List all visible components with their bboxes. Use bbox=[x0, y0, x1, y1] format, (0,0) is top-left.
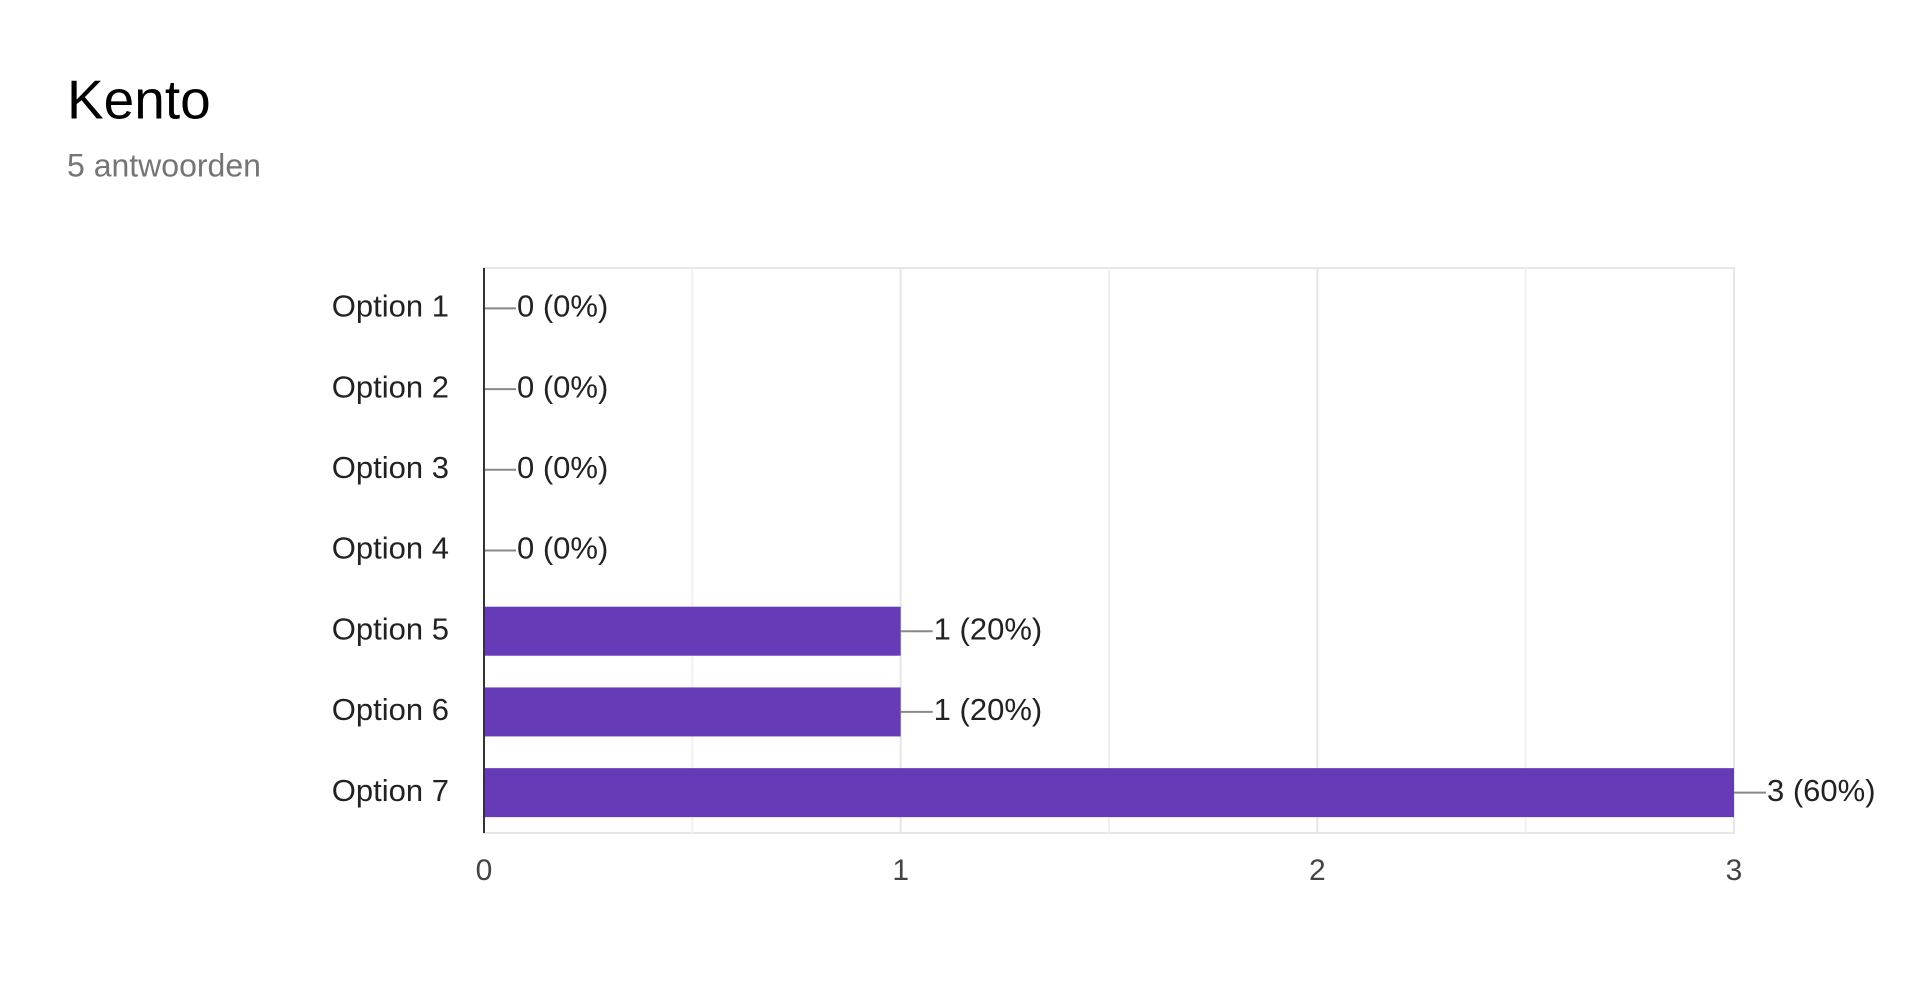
value-label: 0 (0%) bbox=[517, 369, 608, 404]
y-tick-label: Option 4 bbox=[332, 531, 449, 566]
x-tick-label: 3 bbox=[1726, 854, 1743, 887]
y-tick-label: Option 6 bbox=[332, 692, 449, 727]
x-tick-label: 1 bbox=[892, 854, 909, 887]
chart-subtitle: 5 antwoorden bbox=[67, 147, 261, 183]
chart-title: Kento bbox=[67, 69, 211, 131]
value-label: 0 (0%) bbox=[517, 531, 608, 566]
bar bbox=[484, 768, 1734, 818]
value-label: 0 (0%) bbox=[517, 289, 608, 324]
bar bbox=[484, 606, 901, 656]
y-tick-label: Option 7 bbox=[332, 773, 449, 808]
value-label: 1 (20%) bbox=[934, 692, 1043, 727]
value-label: 1 (20%) bbox=[934, 611, 1043, 646]
x-tick-label: 2 bbox=[1309, 854, 1326, 887]
y-tick-label: Option 5 bbox=[332, 611, 449, 646]
bar bbox=[484, 687, 901, 737]
value-label: 0 (0%) bbox=[517, 450, 608, 485]
y-tick-label: Option 1 bbox=[332, 289, 449, 324]
y-tick-label: Option 3 bbox=[332, 450, 449, 485]
y-tick-label: Option 2 bbox=[332, 369, 449, 404]
value-label: 3 (60%) bbox=[1767, 773, 1876, 808]
x-tick-label: 0 bbox=[476, 854, 493, 887]
